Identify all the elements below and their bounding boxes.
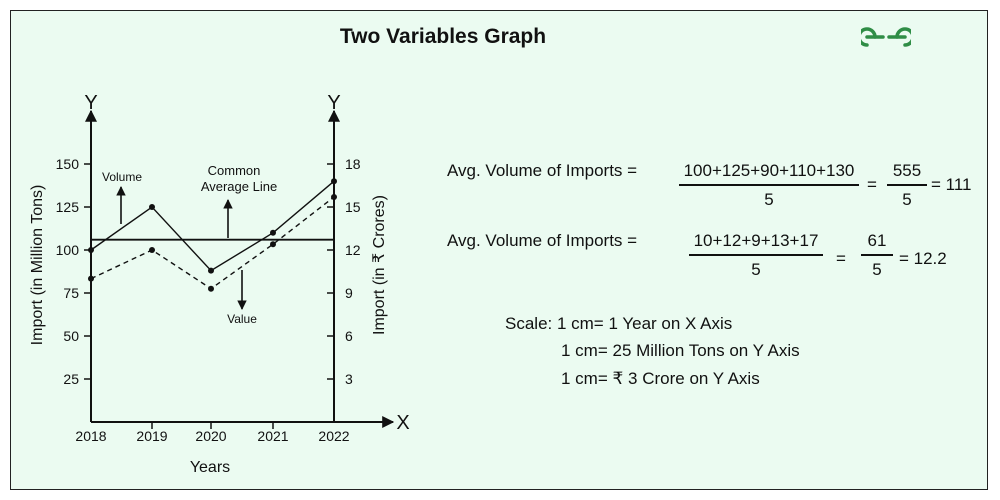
graph-panel: Two Variables Graph Y Y X 25 50 75 100 125 150 3 6… [10, 10, 988, 490]
x-axis-title: Years [190, 459, 230, 476]
avg-value-numerator: 10+12+9+13+17 [693, 231, 819, 250]
left-tick-label: 75 [63, 285, 79, 301]
avg-volume-numerator: 100+125+90+110+130 [683, 161, 855, 180]
value-data-point [270, 241, 276, 248]
right-y-axis-title: Import (in ₹ Crores) [371, 195, 388, 335]
avg-volume-sum-denominator: 5 [902, 189, 912, 209]
avg-value-result: = 12.2 [899, 249, 947, 268]
x-tick-label: 2018 [75, 428, 106, 444]
volume-data-point [149, 204, 155, 210]
right-tick-label: 15 [345, 199, 361, 215]
fraction-bar [689, 254, 823, 256]
x-tick-label: 2019 [136, 428, 167, 444]
avg-value-sum-fraction: 61 5 [861, 231, 893, 280]
x-tick-label: 2020 [195, 428, 226, 444]
right-tick-label: 6 [345, 328, 353, 344]
x-tick-label: 2022 [318, 428, 349, 444]
right-y-axis-letter: Y [327, 92, 340, 114]
left-y-axis-title: Import (in Million Tons) [29, 185, 46, 346]
avg-value-denominator: 5 [751, 259, 761, 279]
volume-data-point [88, 247, 94, 253]
avg-value-sum: 61 [867, 231, 887, 250]
avg-volume-denominator: 5 [764, 189, 774, 209]
scale-line-y-left: 1 cm= 25 Million Tons on Y Axis [561, 341, 800, 360]
avg-volume-sum-fraction: 555 5 [887, 161, 927, 210]
volume-data-point [270, 229, 276, 236]
scale-line-x: Scale: 1 cm= 1 Year on X Axis [505, 314, 733, 333]
value-data-point [331, 193, 337, 200]
avg-volume-sum: 555 [892, 161, 922, 180]
value-data-point [149, 247, 155, 253]
left-tick-label: 100 [56, 242, 80, 258]
avg-value-label: Avg. Volume of Imports = [447, 231, 638, 250]
x-tick-label: 2021 [257, 428, 288, 444]
avg-volume-fraction: 100+125+90+110+130 5 [679, 161, 859, 210]
avg-volume-label: Avg. Volume of Imports = [447, 161, 638, 180]
fraction-bar [679, 184, 859, 186]
chart-title: Two Variables Graph [339, 25, 547, 48]
avg-value-equals: = [836, 249, 846, 268]
avg-volume-result: = 111 [931, 175, 972, 194]
fraction-bar [861, 254, 893, 256]
left-y-axis-letter: Y [84, 92, 97, 114]
right-tick-label: 18 [345, 156, 361, 172]
left-tick-label: 50 [63, 328, 79, 344]
left-tick-label: 150 [56, 156, 80, 172]
fraction-bar [887, 184, 927, 186]
avg-value-sum-denominator: 5 [872, 259, 882, 279]
scale-line-y-right: 1 cm= ₹ 3 Crore on Y Axis [561, 369, 760, 388]
volume-data-point [331, 178, 337, 185]
x-axis-letter: X [396, 412, 409, 434]
right-tick-label: 3 [345, 371, 353, 387]
avg-volume-equals: = [867, 175, 877, 194]
common-line-annotation: Average Line [201, 179, 277, 194]
avg-value-fraction: 10+12+9+13+17 5 [689, 231, 823, 280]
value-data-point [88, 275, 94, 282]
left-tick-label: 125 [56, 199, 80, 215]
volume-annotation: Volume [102, 170, 142, 184]
left-tick-label: 25 [63, 371, 79, 387]
right-tick-label: 12 [345, 242, 361, 258]
value-annotation: Value [227, 312, 257, 326]
value-series-line [90, 196, 335, 290]
right-tick-label: 9 [345, 285, 353, 301]
volume-data-point [208, 267, 214, 274]
two-variable-line-chart: Y Y X 25 50 75 100 125 150 3 6 9 12 15 18 2018 2019 2020 2… [29, 92, 410, 476]
value-data-point [208, 285, 214, 292]
common-line-annotation: Common [208, 163, 261, 178]
gfg-logo-icon [861, 27, 911, 47]
